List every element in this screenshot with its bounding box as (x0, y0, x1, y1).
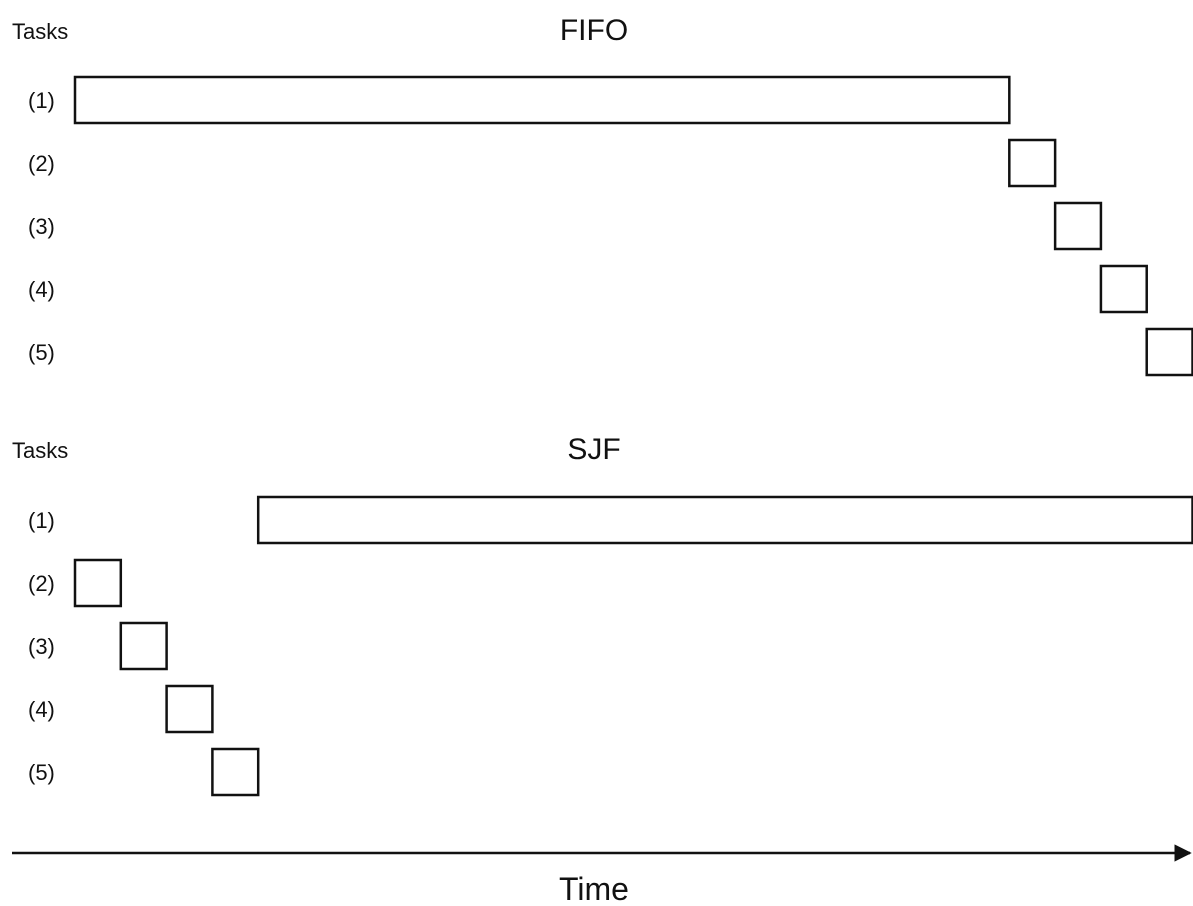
fifo-tasks-label: Tasks (12, 19, 68, 44)
fifo-task-rows: (1) (2) (3) (4) (5) (28, 75, 1193, 377)
fifo-task-bar-4 (1099, 264, 1148, 314)
sjf-task-label-4: (4) (28, 697, 55, 722)
fifo-task-label-3: (3) (28, 214, 55, 239)
fifo-panel: Tasks FIFO (1) (2) (3) (4) (5) (12, 14, 1193, 377)
sjf-task-label-1: (1) (28, 508, 55, 533)
fifo-title: FIFO (560, 14, 628, 47)
sjf-task-label-3: (3) (28, 634, 55, 659)
sjf-task-bar-1 (256, 495, 1193, 545)
sjf-task-label-5: (5) (28, 760, 55, 785)
sjf-task-rows: (1) (2) (3) (4) (5) (28, 495, 1193, 797)
sjf-task-bar-5 (211, 747, 260, 797)
fifo-task-bar-5 (1145, 327, 1193, 377)
sjf-task-bar-2 (73, 558, 123, 608)
fifo-task-label-4: (4) (28, 277, 55, 302)
sjf-panel: Tasks SJF (1) (2) (3) (4) (5) (12, 433, 1193, 797)
fifo-task-bar-1 (73, 75, 1011, 125)
time-axis-label: Time (559, 871, 629, 906)
fifo-task-bar-2 (1008, 138, 1057, 188)
sjf-task-label-2: (2) (28, 571, 55, 596)
fifo-task-label-5: (5) (28, 340, 55, 365)
fifo-task-label-1: (1) (28, 88, 55, 113)
sjf-title: SJF (567, 433, 620, 466)
sjf-task-bar-3 (119, 621, 168, 671)
fifo-task-label-2: (2) (28, 151, 55, 176)
fifo-task-bar-3 (1053, 201, 1103, 251)
sjf-task-bar-4 (165, 684, 214, 734)
sjf-tasks-label: Tasks (12, 438, 68, 463)
